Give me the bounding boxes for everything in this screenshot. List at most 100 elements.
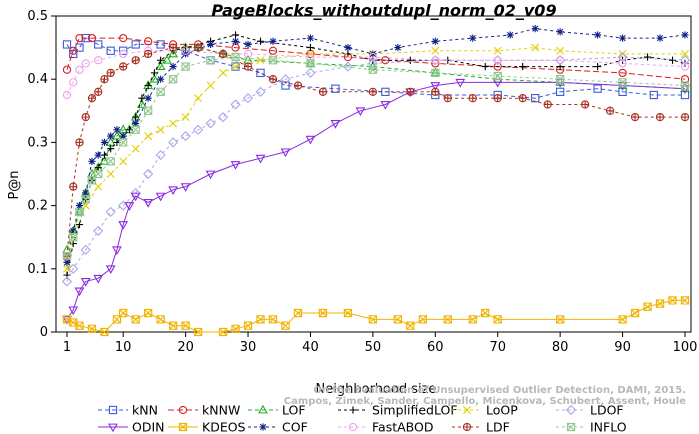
data-point-knn	[381, 87, 390, 96]
chart-title: PageBlocks_withoutdupl_norm_02_v09	[211, 1, 556, 20]
data-point-kdeos	[668, 296, 677, 305]
data-point-ldof	[242, 93, 254, 104]
data-point-knn	[256, 68, 265, 78]
data-point-inflo	[81, 195, 90, 204]
data-point-fastabod	[81, 59, 90, 68]
data-point-lof	[430, 67, 441, 77]
watermark-line: Campos, Zimek, Sander, Campello, Micenko…	[284, 396, 686, 407]
data-point-kdeos	[293, 308, 303, 318]
legend-label: FastABOD	[372, 420, 434, 434]
x-tick-label: 80	[552, 340, 569, 355]
data-point-inflo	[306, 59, 315, 68]
data-point-ldof	[342, 61, 354, 72]
data-point-inflo	[231, 52, 240, 62]
data-point-ldof	[617, 51, 628, 63]
data-point-simplifiedlof	[594, 62, 602, 71]
data-point-fastabod	[618, 59, 627, 68]
data-point-ldf	[69, 182, 78, 191]
data-point-odin	[168, 186, 179, 196]
data-point-cof	[157, 75, 165, 83]
watermark: On the Evaluation of Unsupervised Outlie…	[284, 385, 686, 407]
data-point-cof	[119, 132, 127, 140]
data-point-lof	[305, 58, 316, 67]
data-point-odin	[255, 154, 266, 164]
data-point-inflo	[156, 87, 165, 96]
data-point-simplifiedlof	[231, 31, 240, 39]
legend-label: COF	[282, 420, 308, 434]
data-point-ldf	[268, 75, 278, 84]
data-point-kdeos	[131, 315, 140, 324]
data-point-inflo	[556, 75, 565, 84]
data-point-ldof	[205, 118, 216, 129]
legend-label: LDOF	[590, 403, 624, 418]
data-point-fastabod	[680, 62, 690, 71]
data-point-loop	[194, 94, 203, 103]
data-point-inflo	[181, 62, 190, 71]
data-point-loop	[231, 62, 240, 71]
data-point-odin	[455, 78, 466, 88]
data-point-ldof	[217, 112, 229, 123]
data-point-cof	[231, 37, 240, 45]
data-point-fastabod	[368, 52, 378, 62]
legend-label: KDEOS	[202, 420, 246, 434]
data-point-kdeos	[406, 321, 415, 330]
data-point-kdeos	[256, 315, 265, 324]
legend: kNN kNNW LOF SimplifiedLOF LoOP LDOF ODIN KDEOS…	[98, 403, 627, 434]
legend-marker	[108, 405, 118, 415]
data-point-simplifiedlof	[150, 69, 158, 77]
data-point-knnw	[87, 33, 97, 43]
data-point-ldf	[443, 94, 452, 103]
y-axis-label: P@n	[7, 170, 22, 199]
data-point-inflo	[144, 106, 153, 115]
data-point-inflo	[368, 65, 378, 74]
legend-marker	[349, 406, 357, 414]
axes: 1 10 20 30 40 50 60 70 80 90 100 0 0.1 0.2 0.3 0.4 0.5	[27, 9, 697, 355]
data-point-odin	[330, 120, 341, 129]
data-point-kdeos	[556, 315, 565, 324]
data-point-ldf	[75, 138, 84, 147]
series-line-simplifiedlof	[66, 34, 686, 276]
data-point-ldf	[680, 112, 690, 122]
data-point-loop	[144, 132, 153, 141]
legend-item-ldof: LDOF	[556, 403, 624, 418]
data-point-ldf	[368, 87, 378, 96]
data-point-ldof	[143, 168, 154, 180]
series-line-cof	[66, 28, 686, 263]
data-point-loop	[106, 170, 115, 178]
data-point-ldof	[61, 276, 73, 287]
data-point-loop	[206, 81, 215, 90]
series-line-lof	[66, 47, 686, 250]
data-point-knn	[231, 62, 240, 71]
data-point-fastabod	[431, 56, 440, 65]
y-tick-label: 0.3	[27, 135, 48, 150]
data-point-kdeos	[393, 315, 402, 324]
data-point-odin	[230, 161, 241, 170]
data-point-cof	[113, 126, 121, 134]
data-point-kdeos	[443, 315, 452, 324]
data-point-ldof	[168, 137, 179, 148]
data-point-knnw	[268, 46, 278, 55]
data-point-inflo	[119, 138, 128, 147]
x-tick-label: 50	[365, 340, 382, 355]
data-point-odin	[80, 278, 91, 287]
data-point-inflo	[62, 252, 72, 261]
data-point-odin	[68, 306, 79, 316]
data-point-knn	[556, 87, 565, 96]
y-tick-label: 0.1	[27, 262, 48, 277]
data-point-fastabod	[243, 49, 253, 59]
data-point-loop	[431, 46, 440, 55]
data-point-ldf	[630, 112, 640, 122]
data-point-inflo	[106, 157, 115, 166]
data-point-cof	[63, 258, 71, 267]
legend-label: INFLO	[590, 420, 627, 434]
data-point-kdeos	[481, 308, 490, 318]
data-point-loop	[219, 68, 228, 77]
data-point-ldf	[518, 94, 527, 103]
data-point-cof	[656, 34, 664, 42]
data-point-cof	[531, 25, 539, 33]
legend-label: kNNW	[202, 403, 240, 418]
data-point-simplifiedlof	[256, 37, 265, 45]
legend-item-ldf: LDF	[452, 420, 510, 434]
data-point-lof	[137, 99, 147, 108]
data-point-simplifiedlof	[138, 94, 146, 102]
